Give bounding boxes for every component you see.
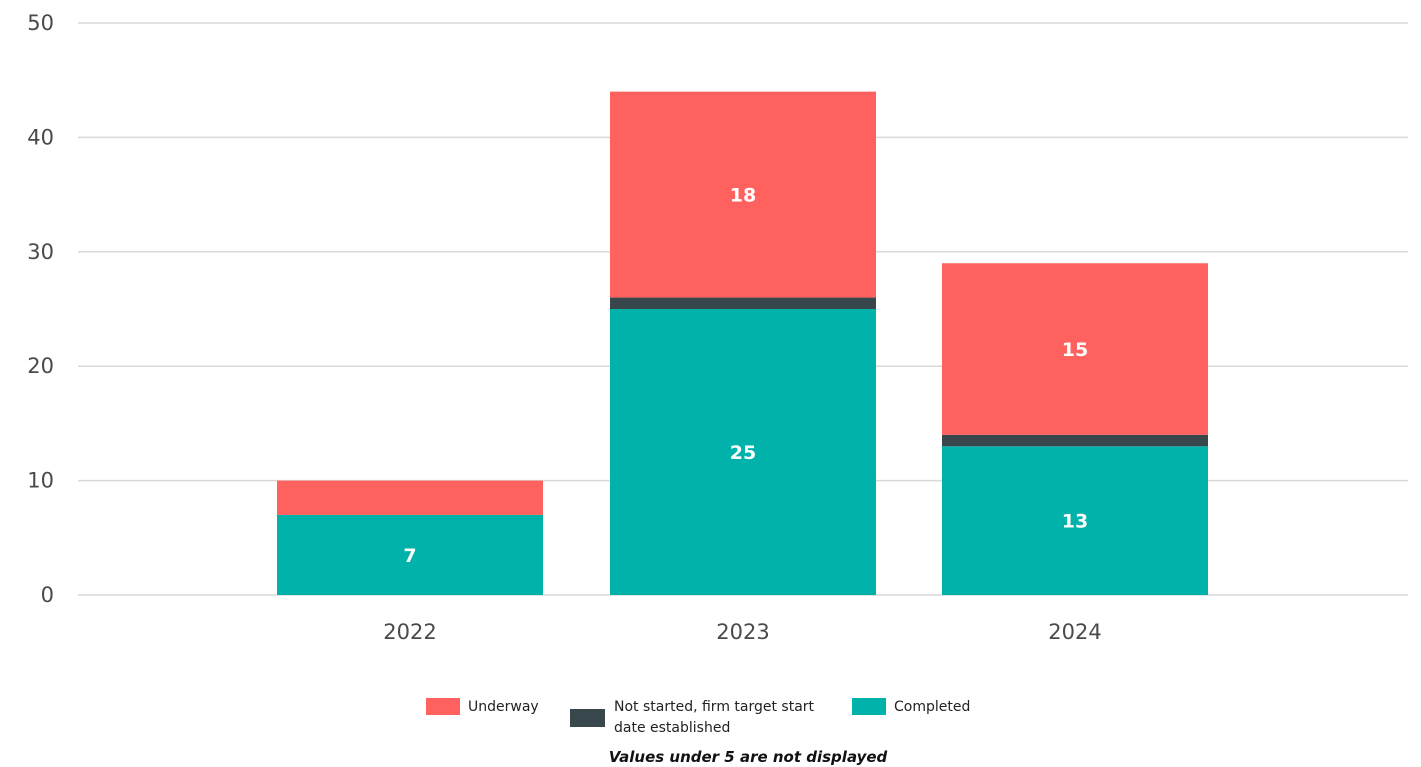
legend-label: Not started, firm target start date estab…: [614, 699, 815, 736]
legend: Underway Not started, firm target start da…: [426, 698, 970, 736]
bars: [277, 91, 1208, 595]
x-tick-label: 2024: [1048, 620, 1101, 644]
x-axis-ticks: 2022 2023 2024: [383, 620, 1101, 644]
bar-segment: [942, 446, 1208, 595]
y-tick-label: 0: [41, 583, 54, 607]
y-tick-label: 20: [27, 354, 54, 378]
legend-label: Completed: [894, 699, 970, 715]
x-tick-label: 2023: [716, 620, 769, 644]
bar-segment: [942, 434, 1208, 447]
y-tick-label: 10: [27, 469, 54, 493]
legend-label-line: Not started, firm target start: [614, 699, 815, 715]
data-label: 15: [1062, 339, 1088, 361]
x-tick-label: 2022: [383, 620, 436, 644]
chart-note: Values under 5 are not displayed: [609, 748, 888, 766]
data-labels: 7 25 18 13 15: [403, 185, 1088, 567]
legend-label-line: date established: [614, 720, 730, 736]
y-axis-ticks: 0 10 20 30 40 50: [27, 11, 54, 607]
y-tick-label: 50: [27, 11, 54, 35]
legend-label-line: Underway: [468, 699, 539, 715]
bar-segment: [610, 309, 876, 595]
data-label: 18: [730, 185, 756, 207]
legend-label: Underway: [468, 699, 539, 715]
bar-segment: [277, 514, 543, 595]
legend-label-line: Completed: [894, 699, 970, 715]
bar-segment: [277, 480, 543, 515]
data-label: 7: [403, 545, 416, 567]
legend-swatch: [570, 709, 605, 727]
y-tick-label: 30: [27, 240, 54, 264]
bar-segment: [610, 297, 876, 309]
bar-segment: [942, 263, 1208, 435]
data-label: 13: [1062, 511, 1088, 533]
y-tick-label: 40: [27, 125, 54, 149]
legend-swatch: [852, 698, 886, 715]
legend-swatch: [426, 698, 460, 715]
data-label: 25: [730, 442, 756, 464]
bar-segment: [610, 91, 876, 298]
